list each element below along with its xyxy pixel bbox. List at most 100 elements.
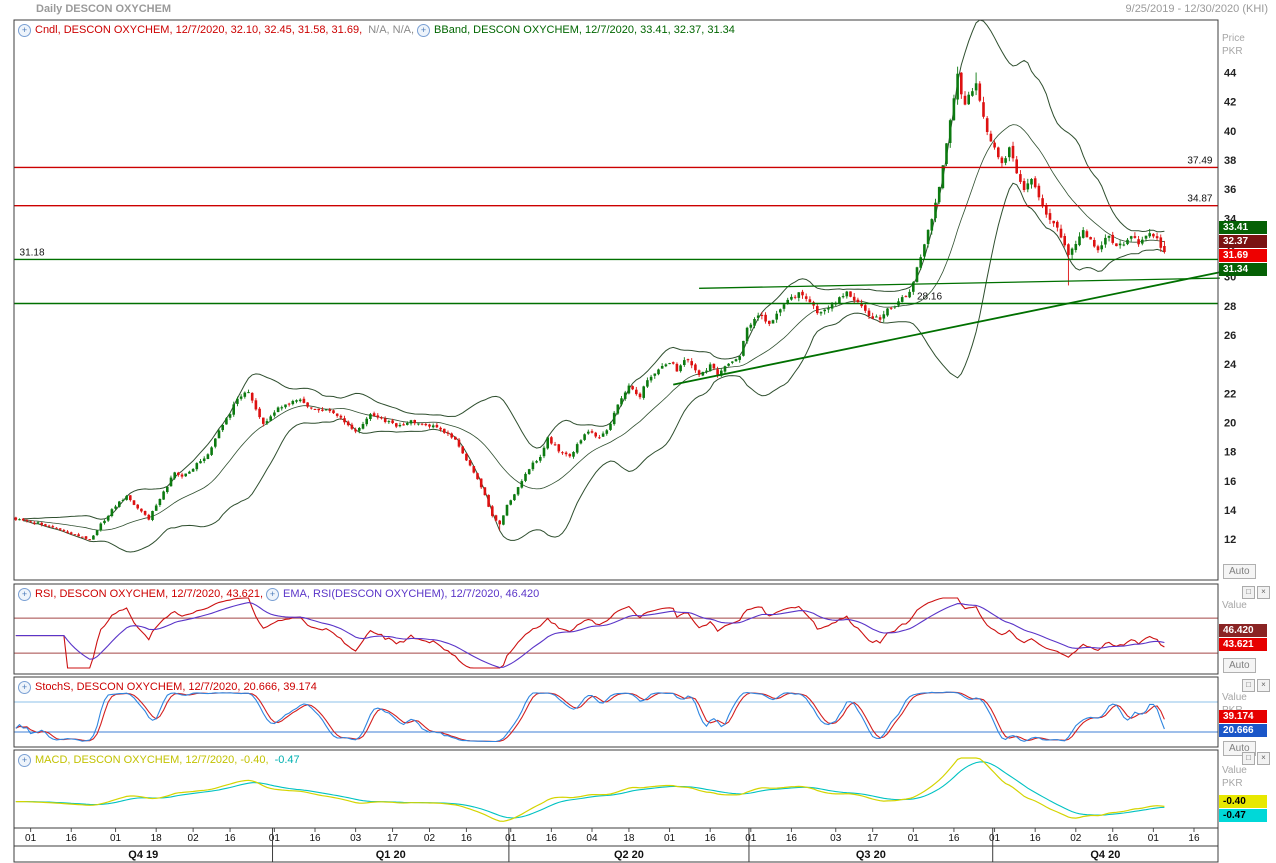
rsi-series — [15, 597, 1165, 669]
stoch-pane-border — [13, 676, 1219, 748]
close-pane-icon[interactable]: × — [1257, 679, 1270, 692]
svg-text:16: 16 — [309, 833, 321, 844]
svg-text:16: 16 — [1224, 476, 1236, 488]
close-pane-icon[interactable]: × — [1257, 586, 1270, 599]
rsi-axis-value-ema: 46.420 — [1219, 624, 1267, 637]
maximize-pane-icon[interactable]: □ — [1242, 679, 1255, 692]
svg-text:01: 01 — [269, 833, 281, 844]
horizontal-levels[interactable]: 37.49 34.87 31.18 28.16 — [14, 155, 1218, 305]
macd-signal-legend-text: -0.47 — [271, 754, 300, 766]
svg-text:26: 26 — [1224, 330, 1236, 342]
svg-text:40: 40 — [1224, 126, 1236, 138]
cndl-legend-na-text: N/A, N/A, — [365, 24, 415, 36]
macd-legend-text[interactable]: MACD, DESCON OXYCHEM, 12/7/2020, -0.40, — [35, 754, 269, 766]
stoch-legend-text[interactable]: StochS, DESCON OXYCHEM, 12/7/2020, 20.66… — [35, 681, 317, 693]
svg-text:01: 01 — [745, 833, 757, 844]
price-axis-title: Price PKR — [1222, 33, 1245, 57]
svg-text:16: 16 — [66, 833, 78, 844]
title-bar: Daily DESCON OXYCHEM 9/25/2019 - 12/30/2… — [0, 0, 1276, 18]
svg-text:02: 02 — [424, 833, 436, 844]
svg-text:03: 03 — [830, 833, 842, 844]
trendlines[interactable] — [673, 271, 1221, 386]
macd-pane-legend: MACD, DESCON OXYCHEM, 12/7/2020, -0.40, … — [18, 753, 303, 767]
maximize-pane-icon[interactable]: □ — [1242, 586, 1255, 599]
svg-text:18: 18 — [1224, 447, 1236, 459]
rsi-ema-series — [15, 602, 1165, 669]
svg-text:Q3 20: Q3 20 — [856, 849, 886, 861]
svg-text:36: 36 — [1224, 184, 1236, 196]
maximize-pane-icon[interactable]: □ — [1242, 752, 1255, 765]
stoch-k-series — [15, 691, 1165, 743]
svg-text:Q4 20: Q4 20 — [1090, 849, 1120, 861]
svg-text:01: 01 — [908, 833, 920, 844]
svg-text:01: 01 — [25, 833, 37, 844]
svg-text:Q4 19: Q4 19 — [128, 849, 158, 861]
rsi-autoscale-button[interactable]: Auto — [1223, 658, 1256, 673]
price-axis-value-bb-middle: 32.37 — [1219, 235, 1267, 248]
macd-axis-value-macd: -0.40 — [1219, 795, 1267, 808]
rsi-axis-title: Value — [1222, 600, 1247, 611]
rsi-legend-text[interactable]: RSI, DESCON OXYCHEM, 12/7/2020, 43.621, — [35, 588, 264, 600]
svg-text:12: 12 — [1224, 534, 1236, 546]
rsi-ema-indicator-icon[interactable] — [266, 587, 280, 601]
macd-axis-title: Value PKR — [1222, 765, 1247, 789]
stoch-indicator-icon[interactable] — [18, 680, 31, 694]
svg-text:42: 42 — [1224, 97, 1236, 109]
bband-legend-text[interactable]: BBand, DESCON OXYCHEM, 12/7/2020, 33.41,… — [434, 24, 735, 36]
svg-text:17: 17 — [867, 833, 879, 844]
rsi-axis-value-rsi: 43.621 — [1219, 638, 1267, 651]
candlestick-series[interactable] — [14, 66, 1166, 541]
svg-text:02: 02 — [1070, 833, 1082, 844]
stoch-pane-controls: □ × — [1242, 679, 1270, 692]
svg-text:Q1 20: Q1 20 — [376, 849, 406, 861]
svg-text:01: 01 — [1148, 833, 1160, 844]
macd-indicator-icon[interactable] — [18, 753, 31, 767]
svg-text:16: 16 — [786, 833, 798, 844]
price-pane-border — [13, 19, 1219, 581]
rsi-indicator-icon[interactable] — [18, 587, 31, 601]
chart-date-range: 9/25/2019 - 12/30/2020 (KHI) — [1125, 3, 1268, 15]
price-autoscale-button[interactable]: Auto — [1223, 564, 1256, 579]
macd-series — [15, 757, 1165, 822]
rsi-pane-legend: RSI, DESCON OXYCHEM, 12/7/2020, 43.621, … — [18, 587, 542, 601]
svg-text:01: 01 — [664, 833, 676, 844]
svg-text:31.18: 31.18 — [20, 247, 45, 258]
svg-text:16: 16 — [546, 833, 558, 844]
svg-text:24: 24 — [1224, 359, 1237, 371]
svg-text:18: 18 — [151, 833, 163, 844]
price-axis-ticks: 4442403836343230282624222018161412 — [1224, 68, 1237, 547]
bband-indicator-icon[interactable] — [417, 23, 431, 37]
rsi-pane-border — [13, 583, 1219, 675]
svg-text:34.87: 34.87 — [1187, 194, 1212, 205]
svg-text:16: 16 — [948, 833, 960, 844]
macd-pane-controls: □ × — [1242, 752, 1270, 765]
svg-text:17: 17 — [387, 833, 399, 844]
svg-text:37.49: 37.49 — [1187, 155, 1212, 166]
close-pane-icon[interactable]: × — [1257, 752, 1270, 765]
stoch-hlines — [14, 701, 1218, 733]
rsi-pane-controls: □ × — [1242, 586, 1270, 599]
rsi-ema-legend-text[interactable]: EMA, RSI(DESCON OXYCHEM), 12/7/2020, 46.… — [283, 588, 540, 600]
stoch-axis-value-d: 39.174 — [1219, 710, 1267, 723]
svg-text:03: 03 — [350, 833, 362, 844]
svg-text:20: 20 — [1224, 418, 1236, 430]
x-axis: 01 16 01 18 02 16 01 16 03 17 02 16 01 16 04 18 01 16 01 16… — [13, 827, 1219, 863]
macd-pane-border — [13, 749, 1219, 829]
svg-text:28: 28 — [1224, 301, 1236, 313]
svg-text:01: 01 — [505, 833, 517, 844]
cndl-legend-text[interactable]: Cndl, DESCON OXYCHEM, 12/7/2020, 32.10, … — [35, 24, 363, 36]
price-axis-value-last-price: 31.69 — [1219, 249, 1267, 262]
price-pane-legend: Cndl, DESCON OXYCHEM, 12/7/2020, 32.10, … — [18, 23, 738, 37]
svg-text:01: 01 — [110, 833, 122, 844]
svg-text:38: 38 — [1224, 155, 1236, 167]
rsi-hlines — [14, 617, 1218, 654]
svg-text:02: 02 — [188, 833, 200, 844]
cndl-indicator-icon[interactable] — [18, 23, 31, 37]
svg-text:Q2 20: Q2 20 — [614, 849, 644, 861]
svg-text:16: 16 — [1188, 833, 1200, 844]
svg-text:14: 14 — [1224, 505, 1237, 517]
stoch-pane-legend: StochS, DESCON OXYCHEM, 12/7/2020, 20.66… — [18, 680, 320, 694]
svg-text:16: 16 — [1107, 833, 1119, 844]
